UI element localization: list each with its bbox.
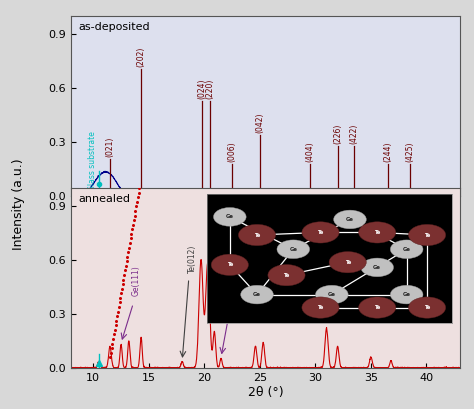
Text: annealed: annealed	[79, 193, 131, 204]
Text: (220): (220)	[205, 79, 214, 99]
Text: Glass substrate: Glass substrate	[88, 131, 97, 191]
Text: (024): (024)	[198, 79, 207, 99]
Text: (244): (244)	[383, 142, 392, 162]
Text: Te(012): Te(012)	[188, 244, 197, 273]
Text: (202): (202)	[137, 46, 146, 67]
Text: as-deposited: as-deposited	[79, 22, 151, 32]
Text: (226): (226)	[333, 124, 342, 144]
Text: (021): (021)	[106, 136, 114, 157]
Text: (422): (422)	[350, 124, 359, 144]
Text: (404): (404)	[305, 142, 314, 162]
Text: Ge(220): Ge(220)	[227, 285, 236, 316]
Text: (042): (042)	[255, 113, 264, 133]
Text: (006): (006)	[228, 142, 237, 162]
X-axis label: 2θ (°): 2θ (°)	[247, 386, 283, 399]
Text: (425): (425)	[405, 142, 414, 162]
Text: Intensity (a.u.): Intensity (a.u.)	[12, 159, 26, 250]
Text: Ge(111): Ge(111)	[132, 265, 141, 296]
